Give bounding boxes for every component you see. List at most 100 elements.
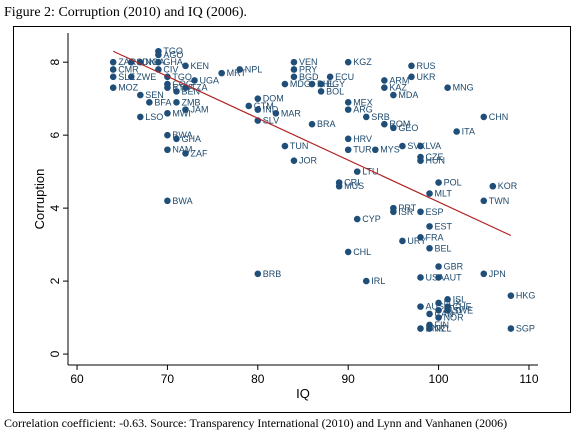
data-point xyxy=(353,215,361,223)
data-point xyxy=(390,208,397,216)
point-label: CHL xyxy=(353,247,371,257)
point-label: BEN xyxy=(181,86,200,96)
data-point xyxy=(417,157,424,164)
point-label: UGA xyxy=(200,75,220,85)
data-point xyxy=(353,168,361,175)
point-label: MRT xyxy=(227,68,247,78)
data-point xyxy=(435,274,442,281)
data-point xyxy=(390,124,397,132)
point-label: HUN xyxy=(426,156,446,166)
x-tick-label: 100 xyxy=(429,372,449,386)
data-point xyxy=(254,106,262,113)
point-label: JOR xyxy=(299,156,318,166)
point-label: ZAR xyxy=(118,57,137,67)
data-point xyxy=(399,237,406,245)
data-point xyxy=(444,84,451,92)
point-label: CZE xyxy=(426,152,444,162)
data-point xyxy=(236,66,244,73)
y-tick-label: 8 xyxy=(48,59,62,66)
data-point xyxy=(191,77,198,84)
point-label: ZMB xyxy=(181,97,200,107)
point-label: FRA xyxy=(426,232,444,242)
x-tick-label: 110 xyxy=(519,372,538,386)
point-label: SLV xyxy=(263,116,279,126)
point-label: JPN xyxy=(489,269,506,279)
data-point xyxy=(480,113,488,121)
data-point xyxy=(164,84,171,92)
data-point xyxy=(362,113,370,121)
x-axis-title: IQ xyxy=(296,386,310,401)
data-point xyxy=(344,106,352,113)
data-point xyxy=(426,310,433,318)
data-point xyxy=(281,80,289,88)
point-label: ISR xyxy=(398,207,414,217)
point-label: MWI xyxy=(172,108,191,118)
point-label: MLT xyxy=(435,189,453,199)
point-label: FIN xyxy=(435,320,450,330)
point-label: ZWE xyxy=(136,72,156,82)
data-point xyxy=(245,102,253,110)
point-label: CRI xyxy=(344,178,360,188)
plot-area xyxy=(68,33,538,365)
data-point xyxy=(317,80,325,88)
data-point xyxy=(344,58,352,66)
data-point xyxy=(182,150,189,157)
point-label: ETH xyxy=(172,83,190,93)
data-point xyxy=(281,142,289,150)
figure-caption: Correlation coefficient: -0.63. Source: … xyxy=(4,416,508,430)
data-point xyxy=(417,303,424,310)
point-label: SEN xyxy=(145,90,164,100)
data-point xyxy=(480,197,488,205)
point-label: BGD xyxy=(299,72,319,82)
data-point xyxy=(155,51,162,59)
point-label: NAM xyxy=(172,145,192,155)
point-label: AGO xyxy=(163,50,183,60)
point-label: MUS xyxy=(344,181,364,191)
data-point xyxy=(408,62,415,70)
data-point xyxy=(317,88,325,95)
data-point xyxy=(164,109,171,117)
point-label: SLE xyxy=(118,72,135,82)
data-point xyxy=(109,73,117,81)
point-label: GEO xyxy=(398,123,418,133)
point-label: KAZ xyxy=(389,83,407,93)
data-point xyxy=(272,109,280,117)
point-label: CYP xyxy=(362,214,381,224)
data-point xyxy=(109,84,117,92)
point-label: CIV xyxy=(163,64,178,74)
point-label: CAN xyxy=(435,309,454,319)
data-point xyxy=(390,91,397,99)
point-label: UKR xyxy=(416,72,436,82)
point-label: NPL xyxy=(245,64,263,74)
point-label: URY xyxy=(407,236,426,246)
point-label: HRV xyxy=(353,134,372,144)
data-point xyxy=(146,99,153,106)
data-point xyxy=(290,73,298,81)
point-label: HKG xyxy=(516,291,536,301)
point-label: EST xyxy=(435,221,453,231)
point-label: MEX xyxy=(353,97,373,107)
point-label: TZA xyxy=(191,83,208,93)
data-point xyxy=(109,66,117,73)
point-label: SGP xyxy=(516,324,535,334)
data-point xyxy=(182,62,189,70)
data-point xyxy=(426,325,433,332)
data-point xyxy=(507,325,515,332)
data-point xyxy=(137,113,144,121)
point-label: LUX xyxy=(444,298,462,308)
data-point xyxy=(417,208,424,216)
point-label: BFA xyxy=(154,97,171,107)
data-point xyxy=(435,306,442,314)
point-label: JAM xyxy=(191,105,209,115)
data-point xyxy=(507,292,515,299)
point-label: RUS xyxy=(416,61,435,71)
point-label: BWA xyxy=(172,130,192,140)
data-point xyxy=(435,263,442,270)
point-label: KEN xyxy=(191,61,210,71)
x-tick-label: 90 xyxy=(342,372,356,386)
data-point xyxy=(362,277,370,285)
data-point xyxy=(109,58,117,66)
point-label: MYS xyxy=(380,145,400,155)
data-point xyxy=(480,270,488,278)
